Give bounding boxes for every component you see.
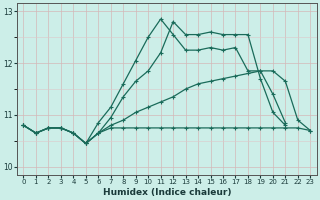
- X-axis label: Humidex (Indice chaleur): Humidex (Indice chaleur): [103, 188, 231, 197]
